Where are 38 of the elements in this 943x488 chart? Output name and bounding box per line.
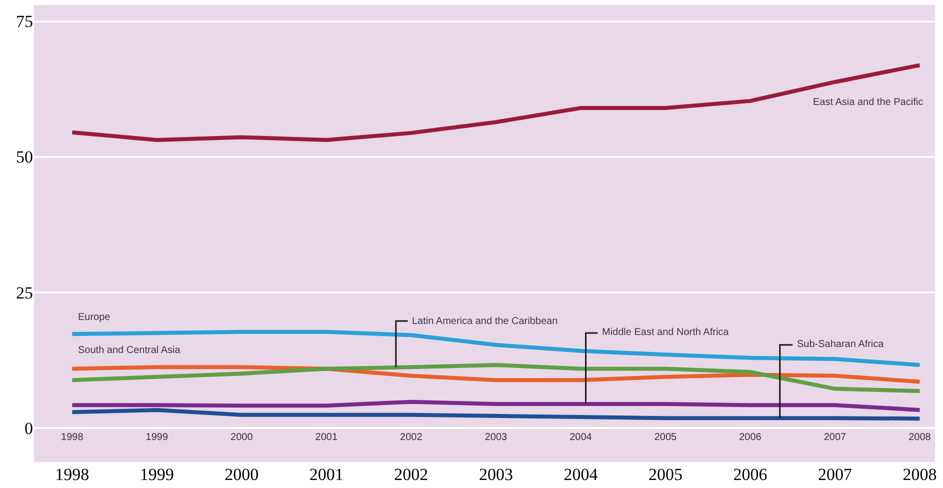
x-tick-label: 2008 (908, 432, 932, 444)
series-label: Europe (78, 312, 111, 323)
x2-tick-label: 2008 (902, 465, 937, 484)
x-tick-label: 1998 (61, 432, 84, 444)
x2-tick-label: 2005 (648, 465, 682, 484)
text: Middle East and North Africa (602, 327, 730, 338)
y-tick-label: 50 (16, 148, 33, 167)
x-tick-label: 2003 (484, 432, 508, 444)
y-tick-label: 75 (16, 12, 33, 32)
x-tick-label: 2001 (315, 432, 338, 444)
text: Sub-Saharan Africa (797, 339, 884, 350)
x-tick-label: 2000 (230, 432, 254, 444)
x2-tick-label: 2000 (224, 465, 259, 484)
line-series (70, 400, 922, 412)
line-series (70, 330, 922, 367)
x2-tick-label: 1999 (140, 465, 174, 484)
line-series (70, 362, 922, 393)
x2-tick-label: 2007 (818, 465, 852, 484)
text: Latin America and the Caribbean (412, 316, 558, 327)
y-tick-label: 25 (16, 283, 33, 302)
x-tick-label: 2004 (570, 432, 592, 444)
line-series (70, 63, 922, 142)
x2-tick-label: 2003 (478, 465, 513, 484)
series-label: East Asia and the Pacific (813, 97, 924, 108)
x-tick-label: 2002 (400, 432, 423, 444)
x-tick-label: 2007 (824, 432, 847, 444)
x-tick-label: 2005 (654, 432, 678, 444)
line-series (70, 408, 922, 421)
line-series (70, 365, 922, 384)
y-tick-label: 0 (24, 418, 33, 438)
series-label: South and Central Asia (78, 345, 181, 356)
x2-tick-label: 2002 (394, 465, 428, 484)
x-tick-label: 2006 (739, 432, 762, 444)
x2-tick-label: 2006 (733, 465, 768, 484)
x2-tick-label: 2001 (309, 465, 344, 484)
x2-tick-label: 1998 (55, 465, 90, 484)
x2-tick-label: 2004 (564, 465, 598, 484)
x-tick-label: 1999 (146, 432, 168, 444)
